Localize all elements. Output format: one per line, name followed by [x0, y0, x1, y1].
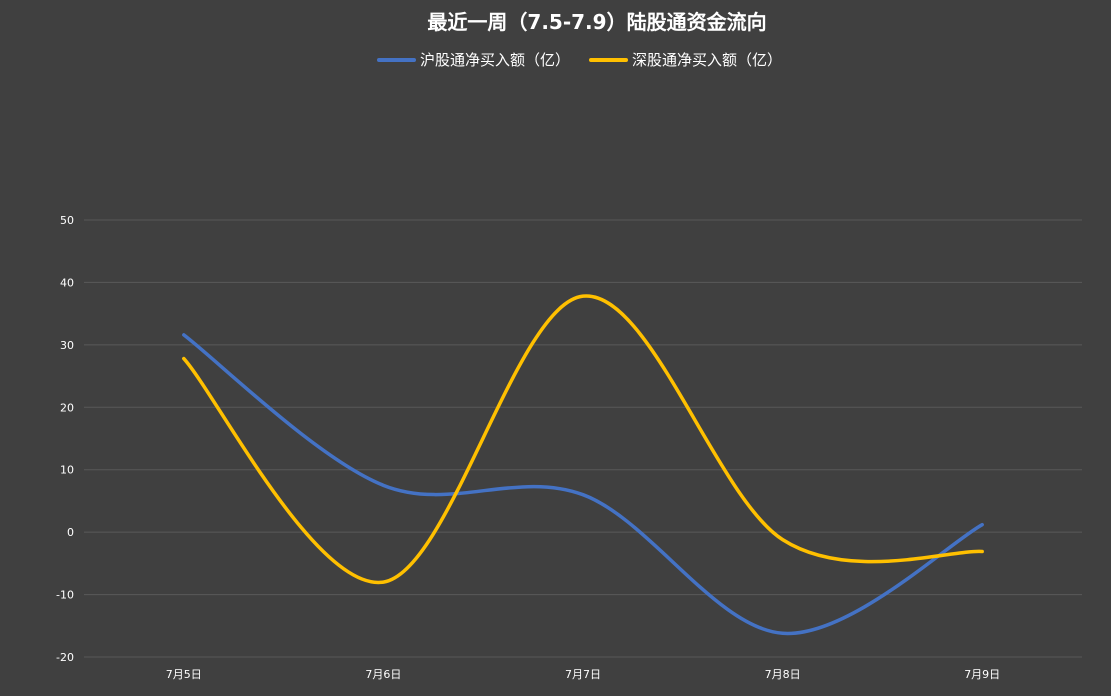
chart-title: 最近一周（7.5-7.9）陆股通资金流向: [427, 10, 766, 34]
y-tick-label: 0: [67, 526, 74, 539]
y-tick-label: 30: [60, 339, 74, 352]
legend-label-sz: 深股通净买入额（亿）: [632, 51, 782, 69]
x-tick-label: 7月7日: [565, 668, 601, 681]
y-tick-label: 20: [60, 401, 74, 414]
x-tick-label: 7月9日: [964, 668, 1000, 681]
x-tick-label: 7月5日: [166, 668, 202, 681]
legend-label-sh: 沪股通净买入额（亿）: [420, 51, 570, 69]
y-tick-label: -20: [56, 651, 74, 664]
x-tick-label: 7月6日: [365, 668, 401, 681]
x-tick-label: 7月8日: [765, 668, 801, 681]
y-tick-label: 50: [60, 214, 74, 227]
y-tick-label: 40: [60, 276, 74, 289]
y-tick-label: -10: [56, 589, 74, 602]
y-tick-label: 10: [60, 464, 74, 477]
